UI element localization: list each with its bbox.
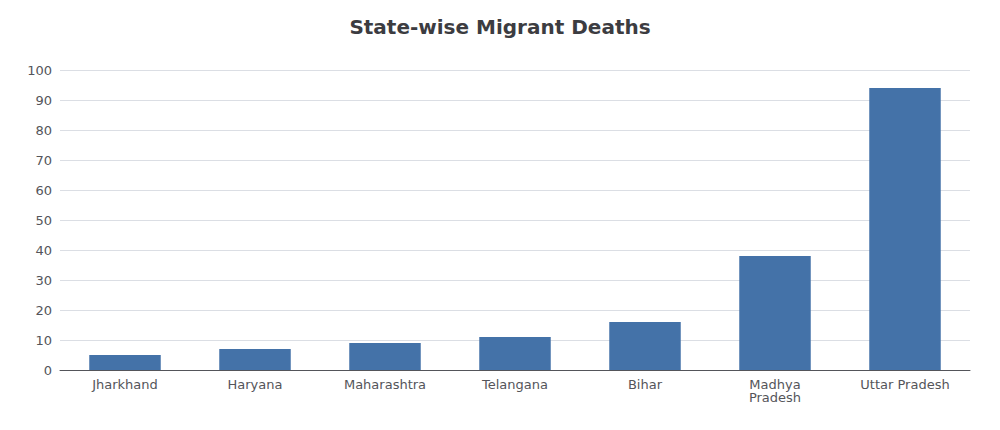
svg-text:30: 30 xyxy=(35,273,52,288)
svg-text:Uttar Pradesh: Uttar Pradesh xyxy=(860,377,949,392)
svg-text:40: 40 xyxy=(35,243,52,258)
svg-text:80: 80 xyxy=(35,123,52,138)
svg-text:50: 50 xyxy=(35,213,52,228)
svg-text:100: 100 xyxy=(27,63,52,78)
svg-text:Maharashtra: Maharashtra xyxy=(344,377,426,392)
svg-text:0: 0 xyxy=(44,363,52,378)
svg-text:Jharkhand: Jharkhand xyxy=(91,377,158,392)
svg-text:20: 20 xyxy=(35,303,52,318)
svg-text:Telangana: Telangana xyxy=(481,377,548,392)
svg-text:10: 10 xyxy=(35,333,52,348)
svg-text:State-wise Migrant Deaths: State-wise Migrant Deaths xyxy=(349,15,650,39)
svg-text:Bihar: Bihar xyxy=(628,377,663,392)
svg-text:Haryana: Haryana xyxy=(228,377,283,392)
svg-text:60: 60 xyxy=(35,183,52,198)
svg-text:Madhya: Madhya xyxy=(749,377,801,392)
svg-text:70: 70 xyxy=(35,153,52,168)
svg-text:90: 90 xyxy=(35,93,52,108)
svg-text:Pradesh: Pradesh xyxy=(749,390,801,405)
